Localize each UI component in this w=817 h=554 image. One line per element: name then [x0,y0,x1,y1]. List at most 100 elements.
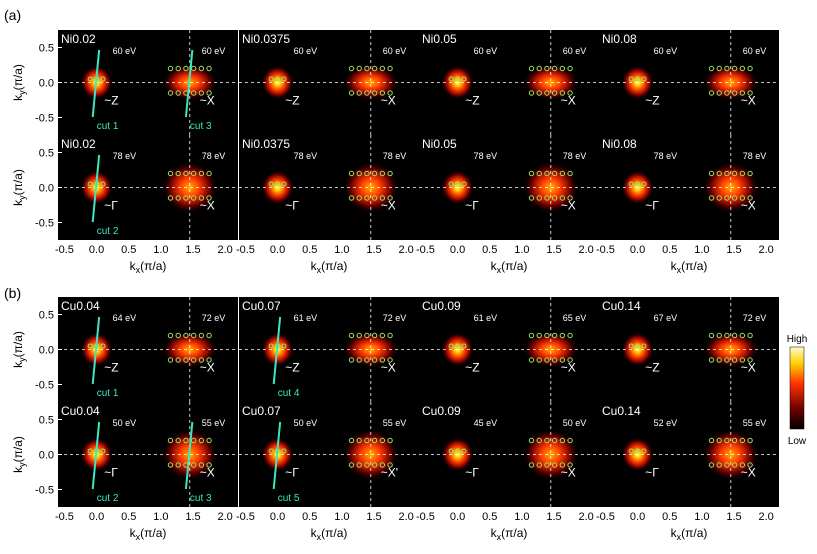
fs-point [731,357,738,363]
fs-point [536,90,542,96]
x-pocket [522,64,579,101]
fs-point [167,195,174,201]
point-label: ~X [561,361,576,375]
fs-point [731,170,738,177]
cut-line [272,421,282,490]
photon-energy-label: 60 eV [113,46,137,56]
panel-cu0-04-row4: cut 2 cut 3 Cu0.04 50 eV 55 eV ~Γ ~X [58,402,238,507]
fs-point [364,65,370,72]
y-axis-label-unit: (π/a) [11,169,25,195]
y-axis-label-unit: (π/a) [11,64,25,90]
fs-point [167,65,174,72]
cut-line [91,421,101,490]
fs-point [747,332,753,339]
y-tick-label: -0.5 [35,485,54,497]
photon-energy-label: 61 eV [294,313,318,323]
x-tick-label: 0.5 [302,511,317,523]
photon-energy-label: 60 eV [563,46,587,56]
point-label: ~Γ [104,466,118,480]
x-axis-label-unit: (π/a) [681,259,707,273]
fs-point [190,332,197,339]
x-tick-label: 1.0 [153,244,168,256]
fs-point [348,65,355,72]
fs-point [544,357,550,363]
fs-point [747,170,753,177]
fs-point [559,332,566,339]
fs-point [528,357,535,363]
fs-point [628,181,634,187]
cut-line [184,421,194,490]
fs-point [175,65,181,72]
fs-point [183,65,189,72]
colorbar: High Low [787,334,808,447]
point-label: ~Z [285,361,299,375]
fs-point [528,332,535,339]
fs-point [379,332,386,339]
fs-point [198,462,205,468]
panel-ni0-05-row2: Ni0.05 78 eV 78 eV ~Γ ~X [419,135,599,240]
fs-point [528,170,535,177]
fs-point [387,437,393,444]
panel-cu0-09-row4: Cu0.09 45 eV 50 eV ~Γ ~X [419,402,599,507]
fs-point [716,332,722,339]
fs-point [528,65,535,72]
fs-point [455,448,461,454]
point-label: ~Γ [645,199,659,213]
fs-point [551,65,558,72]
x-tick-label: 0.0 [270,511,285,523]
x-tick-label: 1.0 [514,244,529,256]
fs-point [206,437,212,444]
point-label: ~X [741,199,756,213]
x-tick-label: 1.5 [366,511,381,523]
x-tick-label: 1.5 [185,511,200,523]
fs-point [628,448,634,454]
fs-point [739,437,746,444]
fs-point [190,195,197,201]
fs-point [379,65,386,72]
fs-point [528,90,535,96]
point-label: ~X' [381,466,398,480]
panel-ni0-0375-row1: Ni0.0375 60 eV 60 eV ~Z ~X [239,30,419,135]
x-tick-label: 0.0 [270,244,285,256]
fs-point [731,462,738,468]
x-tick-label: 0.0 [450,511,465,523]
fs-point [724,65,730,72]
fs-point [268,343,274,349]
fs-point [628,76,634,82]
y-axis-label-unit: (π/a) [11,331,25,357]
fs-point [536,195,542,201]
sample-label: Ni0.08 [602,32,637,46]
colorbar-gradient [789,346,805,430]
fs-point [708,195,715,201]
fs-point [536,65,542,72]
fs-point [559,65,566,72]
photon-energy-label: 50 eV [294,418,318,428]
fs-point [559,90,566,96]
fs-point [364,462,370,468]
fs-point [551,90,558,96]
point-label: ~Γ [645,466,659,480]
y-tick-label: -0.5 [35,380,54,392]
x-axis-label-unit: (π/a) [501,259,527,273]
photon-energy-label: 60 eV [202,46,226,56]
panel-ni0-0375-row2: Ni0.0375 78 eV 78 eV ~Γ ~X [239,135,419,240]
y-tick-label: 0.0 [39,450,54,462]
sample-label: Cu0.07 [242,404,281,418]
y-axis-label-sub: y [17,90,27,95]
x-tick-label: 2.0 [217,511,232,523]
sample-label: Ni0.02 [61,32,96,46]
panel-grid: cut 1 cut 3 Ni0.02 60 eV 60 eV ~Z ~X Ni0.0375 60… [58,30,779,507]
fs-point [448,448,454,454]
x-tick-label: 0.5 [121,244,136,256]
section-b-label: (b) [4,285,21,301]
fs-point [356,65,362,72]
x-axis-label: kx(π/a) [671,259,708,275]
fs-point [448,181,454,187]
fs-point [551,357,558,363]
x-axis-label-unit: (π/a) [140,259,166,273]
fs-point [551,462,558,468]
fs-point [544,90,550,96]
x-tick-label: -0.5 [55,511,74,523]
fs-point [371,332,378,339]
x-axis-label-sub: x [497,265,502,275]
